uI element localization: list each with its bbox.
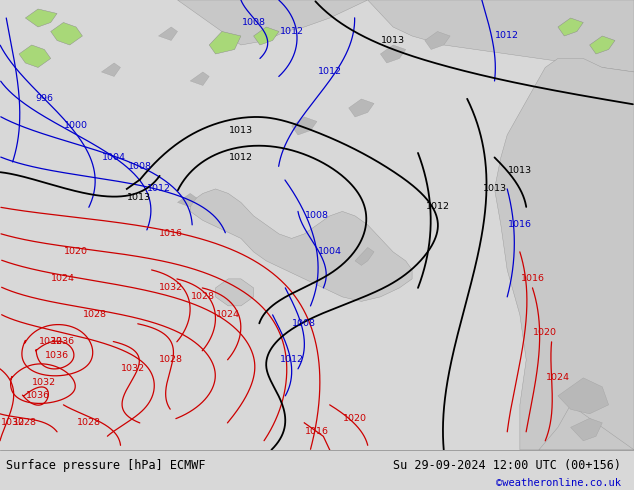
Text: 1013: 1013 — [508, 167, 532, 175]
Polygon shape — [101, 63, 120, 76]
Text: 1032: 1032 — [1, 418, 25, 427]
Polygon shape — [590, 36, 615, 54]
Text: 1028: 1028 — [83, 310, 107, 319]
Text: 1013: 1013 — [381, 36, 405, 45]
Polygon shape — [51, 23, 82, 45]
Polygon shape — [368, 0, 634, 72]
Text: 1028: 1028 — [191, 293, 215, 301]
Text: 1004: 1004 — [318, 247, 342, 256]
Polygon shape — [425, 31, 450, 49]
Polygon shape — [539, 405, 634, 450]
Text: 1036: 1036 — [51, 337, 75, 346]
Text: 1036: 1036 — [45, 351, 69, 360]
Text: 1016: 1016 — [521, 274, 545, 283]
Text: 1012: 1012 — [280, 355, 304, 365]
Polygon shape — [158, 27, 178, 41]
Text: 1013: 1013 — [229, 126, 253, 135]
Text: 1008: 1008 — [127, 162, 152, 171]
Text: 1000: 1000 — [64, 122, 88, 130]
Text: 1012: 1012 — [280, 27, 304, 36]
Text: 1016: 1016 — [508, 220, 532, 229]
Text: Surface pressure [hPa] ECMWF: Surface pressure [hPa] ECMWF — [6, 460, 206, 472]
Text: 1020: 1020 — [533, 328, 557, 338]
Polygon shape — [495, 58, 634, 450]
Text: ©weatheronline.co.uk: ©weatheronline.co.uk — [496, 478, 621, 488]
Polygon shape — [292, 117, 317, 135]
Text: 1024: 1024 — [216, 310, 240, 319]
Polygon shape — [190, 72, 209, 85]
Polygon shape — [209, 31, 241, 54]
Text: 1028: 1028 — [13, 418, 37, 427]
Text: 1004: 1004 — [102, 153, 126, 162]
Text: 1012: 1012 — [229, 153, 253, 162]
Text: 996: 996 — [36, 95, 53, 103]
Text: Su 29-09-2024 12:00 UTC (00+156): Su 29-09-2024 12:00 UTC (00+156) — [393, 459, 621, 471]
Polygon shape — [254, 27, 279, 45]
Text: 1008: 1008 — [305, 211, 329, 220]
Polygon shape — [216, 279, 254, 306]
Polygon shape — [558, 18, 583, 36]
Text: 1013: 1013 — [127, 194, 152, 202]
Text: 1024: 1024 — [546, 373, 570, 382]
Text: 1016: 1016 — [159, 229, 183, 239]
Text: 1032: 1032 — [39, 337, 63, 346]
Polygon shape — [571, 418, 602, 441]
Text: 1008: 1008 — [242, 18, 266, 27]
Polygon shape — [355, 247, 374, 266]
Text: 1028: 1028 — [77, 418, 101, 427]
Text: 1013: 1013 — [482, 184, 507, 194]
Polygon shape — [178, 194, 197, 207]
Text: 1012: 1012 — [495, 31, 519, 41]
Text: 1012: 1012 — [425, 202, 450, 211]
Polygon shape — [558, 378, 609, 414]
Text: 1012: 1012 — [318, 68, 342, 76]
Polygon shape — [380, 45, 406, 63]
Text: 1024: 1024 — [51, 274, 75, 283]
Text: 1016: 1016 — [305, 427, 329, 436]
Text: 1032: 1032 — [32, 378, 56, 387]
Text: 1032: 1032 — [121, 365, 145, 373]
Text: 1032: 1032 — [159, 283, 183, 293]
Polygon shape — [19, 45, 51, 68]
Text: 1020: 1020 — [64, 247, 88, 256]
Polygon shape — [178, 0, 368, 45]
Text: 1012: 1012 — [146, 184, 171, 194]
Text: 1036: 1036 — [26, 392, 50, 400]
Polygon shape — [349, 99, 374, 117]
Text: 1008: 1008 — [292, 319, 316, 328]
Polygon shape — [190, 189, 412, 301]
Text: 1020: 1020 — [343, 414, 367, 423]
Polygon shape — [25, 9, 57, 27]
Text: 1028: 1028 — [159, 355, 183, 365]
